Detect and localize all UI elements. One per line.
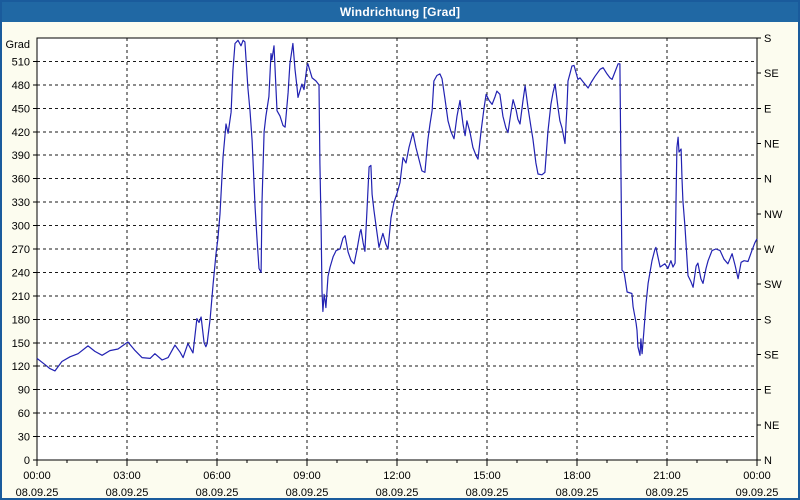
y-left-tick-label: 300 xyxy=(12,221,30,233)
y-left-tick-label: 150 xyxy=(12,338,30,350)
x-time-label: 21:00 xyxy=(653,470,681,482)
y-right-compass-label: SE xyxy=(764,350,779,362)
y-right-compass-label: SE xyxy=(764,68,779,80)
y-right-compass-label: S xyxy=(764,33,771,45)
x-time-label: 00:00 xyxy=(743,470,771,482)
x-date-label: 08.09.25 xyxy=(376,487,419,498)
x-date-label: 08.09.25 xyxy=(286,487,329,498)
y-left-tick-label: 120 xyxy=(12,361,30,373)
plot-border xyxy=(36,37,758,461)
x-time-label: 06:00 xyxy=(203,470,231,482)
x-date-label: 08.09.25 xyxy=(646,487,689,498)
y-left-tick-label: 390 xyxy=(12,150,30,162)
x-date-label: 08.09.25 xyxy=(556,487,599,498)
y-left-tick-label: 0 xyxy=(24,455,30,467)
wind-direction-chart: 0 30 60 90 120 150 180 210 240 270 300 330 360 390 420… xyxy=(6,33,783,498)
x-time-label: 09:00 xyxy=(293,470,321,482)
y-axis-unit-label: Grad xyxy=(6,39,30,51)
x-date-label: 08.09.25 xyxy=(466,487,509,498)
y-right-compass-label: S xyxy=(764,314,771,326)
y-right-compass-label: N xyxy=(764,174,772,186)
x-date-label: 08.09.25 xyxy=(16,487,59,498)
x-time-label: 03:00 xyxy=(113,470,141,482)
y-right-compass-label: NE xyxy=(764,139,779,151)
x-date-label: 09.09.25 xyxy=(736,487,779,498)
y-right-compass-label: E xyxy=(764,385,771,397)
wind-direction-line xyxy=(36,39,758,372)
y-left-tick-label: 450 xyxy=(12,103,30,115)
y-left-tick-label: 510 xyxy=(12,56,30,68)
y-left-tick-label: 90 xyxy=(18,385,30,397)
x-date-label: 08.09.25 xyxy=(106,487,149,498)
x-date-label: 08.09.25 xyxy=(196,487,239,498)
x-time-label: 18:00 xyxy=(563,470,591,482)
y-right-compass-label: NE xyxy=(764,420,779,432)
y-left-tick-label: 420 xyxy=(12,127,30,139)
y-left-tick-label: 330 xyxy=(12,197,30,209)
window-title: Windrichtung [Grad] xyxy=(339,5,461,19)
x-time-label: 00:00 xyxy=(23,470,51,482)
y-left-tick-label: 60 xyxy=(18,408,30,420)
y-right-compass-label: SW xyxy=(764,279,782,291)
y-right-compass-label: E xyxy=(764,103,771,115)
y-left-tick-label: 180 xyxy=(12,314,30,326)
y-left-tick-label: 210 xyxy=(12,291,30,303)
y-left-tick-label: 270 xyxy=(12,244,30,256)
window-titlebar: Windrichtung [Grad] xyxy=(2,2,798,22)
y-left-tick-label: 480 xyxy=(12,80,30,92)
y-left-tick-label: 30 xyxy=(18,432,30,444)
y-right-compass-label: W xyxy=(764,244,775,256)
y-right-compass-label: NW xyxy=(764,209,783,221)
x-time-label: 15:00 xyxy=(473,470,501,482)
y-right-compass-label: N xyxy=(764,455,772,467)
y-left-tick-label: 360 xyxy=(12,174,30,186)
x-time-label: 12:00 xyxy=(383,470,411,482)
y-left-tick-label: 240 xyxy=(12,267,30,279)
